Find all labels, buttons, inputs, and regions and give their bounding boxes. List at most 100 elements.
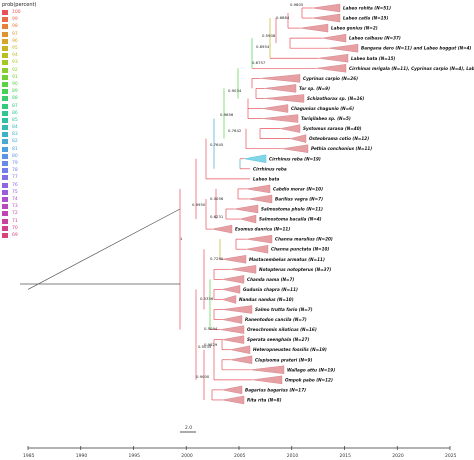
tip-label: Clupisoma prateri (N=9)	[255, 357, 312, 362]
clade-triangle	[279, 124, 301, 133]
tip-label: Labeo gonius (N=2)	[331, 26, 378, 31]
tip-label: Bagarius bagarius (N=17)	[245, 387, 306, 392]
support-value: 0.9034	[228, 88, 242, 93]
clade-triangle	[219, 325, 245, 334]
support-value: 1	[180, 236, 183, 241]
legend-swatch	[2, 232, 8, 238]
clade-triangle	[245, 234, 273, 244]
clade-triangle	[251, 375, 283, 385]
legend-item: 77	[2, 174, 62, 181]
legend-swatch	[2, 182, 8, 188]
legend-item: 70	[2, 225, 62, 232]
legend-label: 77	[12, 175, 18, 181]
legend-swatch	[2, 117, 8, 123]
tip-label: Mastacembelus armatus (N=11)	[249, 257, 325, 262]
tip-label: Schizothorax sp. (N=16)	[307, 96, 364, 101]
legend-label: 96	[12, 38, 18, 44]
legend-item: 89	[2, 88, 62, 95]
axis-tick-label: 1985	[23, 453, 35, 459]
legend-swatch	[2, 81, 8, 87]
tip-label: Pethia conchonius (N=11)	[311, 146, 372, 151]
clade-triangle	[221, 305, 253, 314]
legend-item: 92	[2, 67, 62, 74]
clade-triangle	[221, 285, 241, 294]
tip-label: Sperata seenghala (N=27)	[247, 337, 309, 342]
tree-branch	[27, 208, 181, 290]
tip-label: Labeo bata	[253, 176, 279, 181]
clade-triangle	[259, 74, 301, 83]
clade-triangle	[245, 184, 271, 194]
legend-swatch	[2, 225, 8, 231]
legend-item: 93	[2, 59, 62, 66]
legend-item: 78	[2, 167, 62, 174]
legend-item: 97	[2, 31, 62, 38]
legend-item: 71	[2, 217, 62, 224]
tip-label: Labeo bata (N=15)	[351, 56, 396, 61]
tip-label: Ranentodon cancila (N=7)	[245, 317, 307, 322]
legend-swatch	[2, 60, 8, 66]
legend-swatch	[2, 132, 8, 138]
tip-label: Channa marulius (N=20)	[275, 237, 333, 242]
support-value: 0.5908	[262, 33, 276, 38]
probability-legend: prob(percent) 100 99 98 97 96 95 94 93 92 91 90 89 8…	[2, 2, 62, 239]
tip-label: Salmo trutta fario (N=7)	[255, 307, 313, 312]
legend-label: 99	[12, 17, 18, 23]
tip-label: Cirrhinus mrigala (N=11), Cyprinus carpi…	[349, 66, 474, 71]
legend-label: 78	[12, 168, 18, 174]
clade-triangle	[327, 43, 359, 53]
axis-tick-label: 1995	[129, 453, 141, 459]
tip-label: Tor sp. (N=9)	[299, 86, 330, 91]
legend-item: 72	[2, 210, 62, 217]
tip-label: Notopterus notopterus (N=37)	[259, 267, 331, 272]
tip-label: Cirrhinus reba (N=19)	[269, 156, 321, 161]
support-value: 0.9950	[192, 202, 206, 207]
legend-swatch	[2, 24, 8, 30]
tip-label: Labeo rohita (N=51)	[343, 6, 391, 11]
legend-label: 82	[12, 139, 18, 145]
legend-swatch	[2, 89, 8, 95]
legend-item: 87	[2, 102, 62, 109]
support-value: 0.6884	[276, 15, 290, 20]
legend-item: 83	[2, 131, 62, 138]
legend-swatch	[2, 175, 8, 181]
support-value: 0.9805	[290, 2, 304, 7]
legend-swatch	[2, 38, 8, 44]
clade-triangle	[289, 134, 307, 143]
clade-triangle	[211, 224, 233, 234]
clade-triangle	[261, 104, 289, 113]
legend-item: 73	[2, 203, 62, 210]
legend-label: 93	[12, 60, 18, 66]
clade-triangle	[321, 33, 347, 43]
legend-item: 80	[2, 153, 62, 160]
clade-triangle	[229, 265, 257, 274]
legend-swatch	[2, 211, 8, 217]
legend-swatch	[2, 110, 8, 116]
legend-swatch	[2, 125, 8, 131]
tip-label: Labeo catla (N=15)	[343, 16, 388, 21]
legend-swatch	[2, 46, 8, 52]
legend-label: 88	[12, 96, 18, 102]
clade-triangle	[221, 395, 245, 405]
legend-swatch	[2, 146, 8, 152]
tip-label: Labeo calbasu (N=37)	[349, 36, 401, 41]
legend-items: 100 99 98 97 96 95 94 93 92 91 90 89 88 87 86 85 84 83 82 8…	[2, 9, 62, 239]
legend-swatch	[2, 161, 8, 167]
legend-label: 74	[12, 196, 18, 202]
legend-item: 74	[2, 196, 62, 203]
legend-swatch	[2, 204, 8, 210]
legend-label: 98	[12, 24, 18, 30]
legend-label: 76	[12, 182, 18, 188]
legend-label: 79	[12, 161, 18, 167]
clade-triangle	[261, 114, 299, 123]
axis-tick-label: 1990	[76, 453, 88, 459]
legend-label: 71	[12, 218, 18, 224]
legend-item: 90	[2, 81, 62, 88]
legend-swatch	[2, 17, 8, 23]
legend-label: 87	[12, 103, 18, 109]
legend-swatch	[2, 74, 8, 80]
legend-label: 75	[12, 189, 18, 195]
tip-label: Bangana dero (N=11) and Labeo boggut (N=…	[361, 46, 472, 51]
clade-triangle	[311, 3, 341, 13]
legend-item: 98	[2, 23, 62, 30]
tip-label: Cabdio morar (N=10)	[273, 186, 323, 191]
